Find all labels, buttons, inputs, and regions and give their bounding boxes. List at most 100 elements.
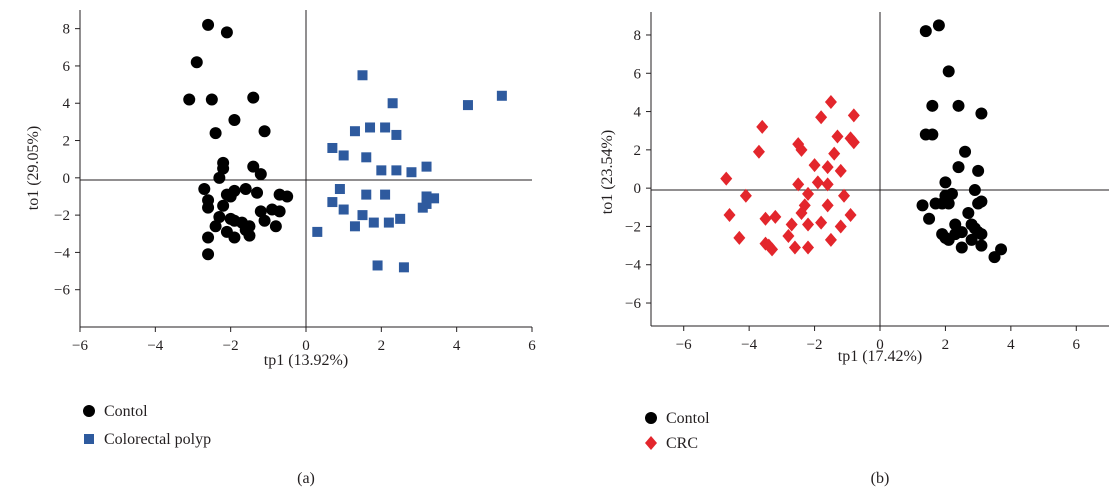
panel-a-x-ticks: −6 −4 −2 0 2 4 6 [72,327,536,354]
panel-a-point-square [365,122,376,133]
panel-a-point-square [387,98,398,109]
panel-b-y-tick-label: 4 [634,105,642,121]
panel-b-point-circle [952,161,965,174]
panel-a-point-circle [213,171,226,184]
panel-b-y-tick-label: 8 [634,28,642,44]
panel-a-point-square [421,161,432,172]
panel-b-point-diamond [821,160,834,175]
panel-a-point-circle [198,183,211,196]
panel-b-point-diamond [844,207,857,222]
panel-b-point-diamond [834,219,847,234]
panel-a-point-square [395,213,406,224]
panel-b-x-ticks: −6 −4 −2 0 2 4 6 [676,326,1081,353]
panel-a-x-tick-label: 6 [528,338,536,354]
panel-b-caption: (b) [871,470,890,487]
panel-a-series-colorectal-polyp [312,70,507,273]
panel-b-point-circle [919,25,932,38]
panel-a-point-circle [202,231,215,244]
panel-a-point-square [398,262,409,273]
panel-a-y-tick-label: −2 [54,208,70,224]
panel-b-legend-label-crc: CRC [666,435,698,452]
panel-a-point-circle [247,160,260,173]
panel-a-legend-label-colorectal-polyp: Colorectal polyp [104,431,211,448]
panel-b-point-diamond [795,142,808,157]
panel-a-point-square [406,167,417,178]
panel-b-point-circle [975,107,988,120]
panel-a-y-tick-label: −4 [54,245,70,261]
panel-b-point-diamond [828,146,841,161]
panel-b-legend-item-crc: CRC [645,435,698,452]
panel-b-point-diamond [785,217,798,232]
panel-b-point-diamond [831,129,844,144]
panel-a-x-tick-label: 2 [378,338,386,354]
panel-b-point-diamond [723,207,736,222]
panel-b-y-axis-title: to1 (23.54%) [599,130,616,214]
panel-b-x-tick-label: 6 [1073,337,1081,353]
panel-a-y-tick-label: 2 [63,134,71,150]
panel-a-point-circle [209,127,222,140]
panel-b-point-diamond [792,177,805,192]
panel-a-point-circle [251,186,264,199]
panel-b-point-diamond [824,232,837,247]
panel-a-point-square [372,260,383,271]
panel-a-y-tick-label: 6 [63,59,71,75]
panel-b-point-diamond [788,240,801,255]
panel-a-point-square [327,197,338,208]
panel-a-x-tick-label: −6 [72,338,88,354]
panel-a-point-square [312,226,323,237]
panel-a-point-circle [228,114,241,127]
panel-a-point-square [380,122,391,133]
panel-b-x-tick-label: 2 [942,337,950,353]
panel-b-point-circle [942,233,955,246]
panel-b-point-diamond [847,108,860,123]
panel-a-point-circle [217,162,230,175]
panel-a-point-square [338,150,349,161]
panel-b-y-tick-label: −6 [625,296,641,312]
panel-b-y-tick-label: −4 [625,258,641,274]
panel-b-legend-marker-crc [645,436,657,450]
panel-a-point-circle [239,183,252,196]
panel-b-point-diamond [824,94,837,109]
panel-a-legend-item-contol: Contol [83,403,148,420]
panel-b-legend-label-contol: Contol [666,410,710,427]
panel-b-y-ticks: −6 −4 −2 0 2 4 6 8 [625,28,651,312]
panel-b-point-circle [968,184,981,197]
panel-a-point-circle [243,229,256,242]
panel-a-point-circle [228,231,241,244]
panel-b-point-diamond [808,158,821,173]
panel-a-point-square [327,142,338,153]
panel-a: −6 −4 −2 0 2 4 6 −6 −4 −2 0 2 4 6 8 tp1 (13.92%) to1 … [25,10,536,487]
panel-b-point-diamond [733,230,746,245]
panel-a-point-square [391,129,402,140]
panel-a-point-square [361,152,372,163]
panel-b-point-circle [962,207,975,220]
panel-b-point-circle [955,241,968,254]
panel-b-point-circle [926,128,939,141]
panel-b-point-diamond [752,144,765,159]
panel-a-point-circle [205,93,218,106]
panel-b-y-tick-label: 6 [634,66,642,82]
panel-b-point-circle [942,197,955,210]
panel-a-x-tick-label: −2 [223,338,239,354]
panel-a-point-square [462,100,473,111]
panel-a-point-circle [217,199,230,212]
panel-a-x-tick-label: −4 [147,338,163,354]
panel-b: −6 −4 −2 0 2 4 6 −6 −4 −2 0 2 4 6 8 tp1 (17.42%) to1 … [599,12,1109,487]
panel-b-legend-marker-contol [645,412,657,424]
panel-a-point-square [380,189,391,200]
panel-b-x-tick-label: 0 [876,337,884,353]
panel-a-point-square [349,126,360,137]
panel-a-point-circle [209,220,222,233]
panel-b-point-diamond [756,119,769,134]
panel-b-x-tick-label: −6 [676,337,692,353]
panel-b-point-circle [942,65,955,78]
panel-b-x-tick-label: 4 [1007,337,1015,353]
panel-b-point-diamond [766,242,779,257]
panel-b-point-circle [995,243,1008,256]
panel-a-point-square [421,191,432,202]
panel-b-point-diamond [834,163,847,178]
panel-a-point-square [357,210,368,221]
panel-b-legend-item-contol: Contol [645,410,710,427]
panel-a-x-axis-title: tp1 (13.92%) [264,352,348,369]
panel-b-point-diamond [838,188,851,203]
